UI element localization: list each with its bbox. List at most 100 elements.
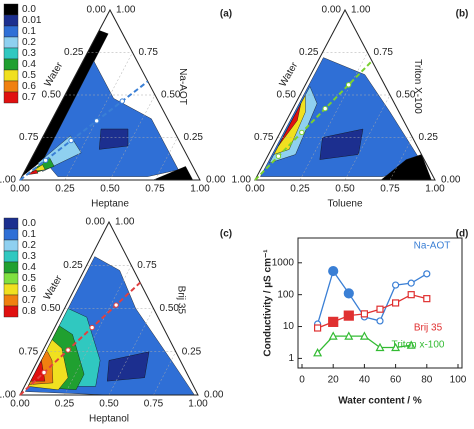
right-tick-label: 0.25 (182, 346, 202, 357)
colorbar-label: 0.5 (22, 70, 36, 81)
left-tick-label: 0.50 (42, 90, 62, 101)
marker (343, 310, 354, 321)
colorbar-swatch (3, 91, 19, 104)
colorbar-swatch (3, 3, 19, 16)
contour-region (278, 103, 302, 147)
dilution-line (254, 60, 373, 181)
left-tick-label: 0.00 (87, 5, 107, 16)
bottom-tick-label: 0.00 (10, 184, 30, 195)
ternary-grid (109, 94, 156, 181)
colorbar-swatch (3, 69, 19, 82)
colorbar-label: 0.7 (22, 295, 36, 306)
contour-region (98, 128, 129, 150)
sample-point (65, 347, 71, 353)
bottom-tick-label: 0.75 (145, 184, 165, 195)
marker (407, 279, 415, 287)
contour-region (31, 164, 46, 172)
sample-point (41, 369, 47, 376)
right-axis-title: Na-AOT (177, 68, 188, 105)
marker (376, 305, 384, 313)
ternary-grid (64, 52, 133, 181)
bottom-tick-label: 0.25 (55, 184, 75, 195)
right-tick-label: 1.00 (115, 217, 135, 228)
sample-point (113, 302, 119, 308)
x-tick-label: 20 (328, 375, 340, 386)
left-axis-title: Water (278, 60, 301, 89)
bottom-tick-label: 0.50 (335, 184, 355, 195)
ternary-grid (344, 94, 391, 181)
right-tick-label: 1.00 (351, 5, 371, 16)
colorbar-label: 0.1 (22, 26, 36, 37)
colorbar-label: 0.01 (22, 15, 42, 26)
colorbar-label: 0.7 (22, 92, 36, 103)
left-tick-label: 1.00 (232, 175, 252, 186)
right-axis-title: Brij 35 (175, 286, 186, 315)
y-tick-label: 100 (277, 289, 294, 300)
y-tick-label: 1 (288, 353, 294, 364)
colorbar-label: 0.4 (22, 59, 36, 70)
ternary-grid (299, 52, 368, 181)
right-tick-label: 0.00 (206, 175, 226, 186)
left-tick-label: 0.25 (64, 47, 84, 58)
colorbar-swatch (3, 217, 19, 230)
panel-label: (a) (220, 9, 232, 20)
bottom-tick-label: 0.25 (55, 399, 75, 410)
ternary-grid (389, 137, 413, 181)
marker (328, 265, 339, 277)
colorbar-label: 0.3 (22, 48, 36, 59)
marker (423, 295, 431, 303)
marker (391, 342, 401, 352)
marker (344, 331, 354, 340)
ternary-frame (19, 220, 199, 396)
sample-point (119, 98, 125, 104)
sample-point (299, 129, 305, 136)
sample-point (68, 137, 74, 144)
bottom-tick-label: 0.75 (144, 399, 164, 410)
right-tick-label: 0.75 (374, 47, 394, 58)
series-label: Na-AOT (414, 241, 451, 252)
marker (313, 348, 323, 357)
left-tick-label: 1.00 (0, 175, 16, 186)
marker (392, 281, 400, 289)
marker (359, 331, 369, 340)
colorbar-label: 0.3 (22, 251, 36, 262)
y-axis-title: Conductivity / µS cm⁻¹ (263, 249, 274, 357)
dilution-line (19, 281, 141, 396)
right-tick-label: 0.50 (160, 303, 180, 314)
series-label: Brij 35 (414, 323, 443, 334)
colorbar-swatch (3, 47, 19, 60)
ternary-frame (19, 8, 201, 181)
left-tick-label: 0.25 (63, 260, 83, 271)
panel-label: (c) (220, 229, 232, 240)
sample-point (93, 118, 100, 124)
marker (343, 288, 354, 299)
bottom-tick-label: 0.00 (10, 399, 30, 410)
marker (423, 270, 431, 278)
x-tick-label: 40 (359, 375, 371, 386)
right-tick-label: 0.00 (204, 390, 224, 401)
colorbar-label: 0.0 (22, 4, 36, 15)
sample-point (42, 157, 49, 163)
left-tick-label: 0.50 (41, 303, 61, 314)
bottom-axis-title: Toluene (327, 199, 362, 210)
bottom-tick-label: 1.00 (190, 184, 210, 195)
left-tick-label: 0.75 (19, 132, 39, 143)
bottom-tick-label: 1.00 (425, 184, 445, 195)
colorbar-swatch (3, 58, 19, 71)
colorbar-label: 0.5 (22, 273, 36, 284)
left-axis-title: Water (42, 273, 65, 302)
sample-point (345, 82, 352, 88)
right-tick-label: 0.50 (396, 90, 416, 101)
sample-point (322, 105, 328, 112)
left-tick-label: 0.50 (277, 90, 297, 101)
colorbar-swatch (3, 80, 19, 93)
marker (328, 316, 339, 327)
panel-label: (b) (456, 9, 469, 20)
bottom-axis-title: Heptane (91, 199, 129, 210)
left-tick-label: 0.00 (86, 217, 106, 228)
ternary-grid (64, 265, 132, 396)
colorbar-label: 0.6 (22, 81, 36, 92)
marker (360, 310, 368, 318)
right-tick-label: 0.75 (137, 260, 157, 271)
right-axis-title: Triton X-100 (412, 59, 423, 114)
